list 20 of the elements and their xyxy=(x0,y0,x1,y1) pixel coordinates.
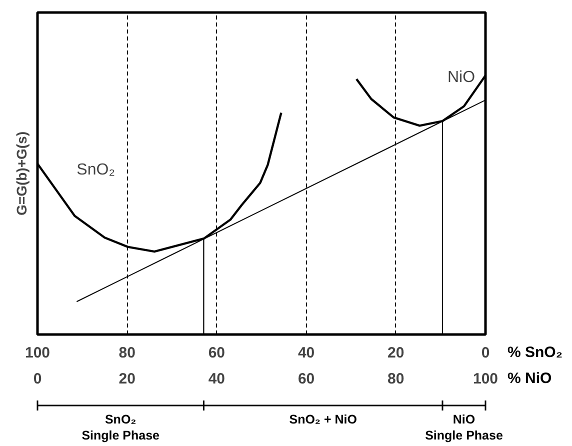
text: SnO₂ + NiO xyxy=(289,412,358,426)
x-tick-label: 100 xyxy=(472,370,498,388)
x2-tick-label: 0 xyxy=(481,344,490,362)
x2-tick-label: 80 xyxy=(118,344,136,362)
x-tick-label: 80 xyxy=(388,370,404,388)
text: NiO Single Phase xyxy=(425,412,503,443)
x2-tick-label: 60 xyxy=(208,344,226,362)
x2-tick-label: 100 xyxy=(24,344,50,362)
x-axis-title: % NiO xyxy=(508,370,552,387)
x-tick-label: 40 xyxy=(208,370,226,388)
series-label: NiO xyxy=(448,68,476,86)
x2-axis-title: % SnO₂ xyxy=(508,344,563,361)
x-tick-label: 20 xyxy=(118,370,136,388)
y-axis-title: G=G(b)+G(s) xyxy=(14,131,30,216)
x2-tick-label: 40 xyxy=(298,344,315,362)
x-tick-label: 60 xyxy=(298,370,315,388)
x-tick-label: 0 xyxy=(33,370,42,388)
text: SnO₂ Single Phase xyxy=(82,412,160,443)
x2-tick-label: 20 xyxy=(388,344,404,362)
series-label: SnO₂ xyxy=(76,161,115,178)
